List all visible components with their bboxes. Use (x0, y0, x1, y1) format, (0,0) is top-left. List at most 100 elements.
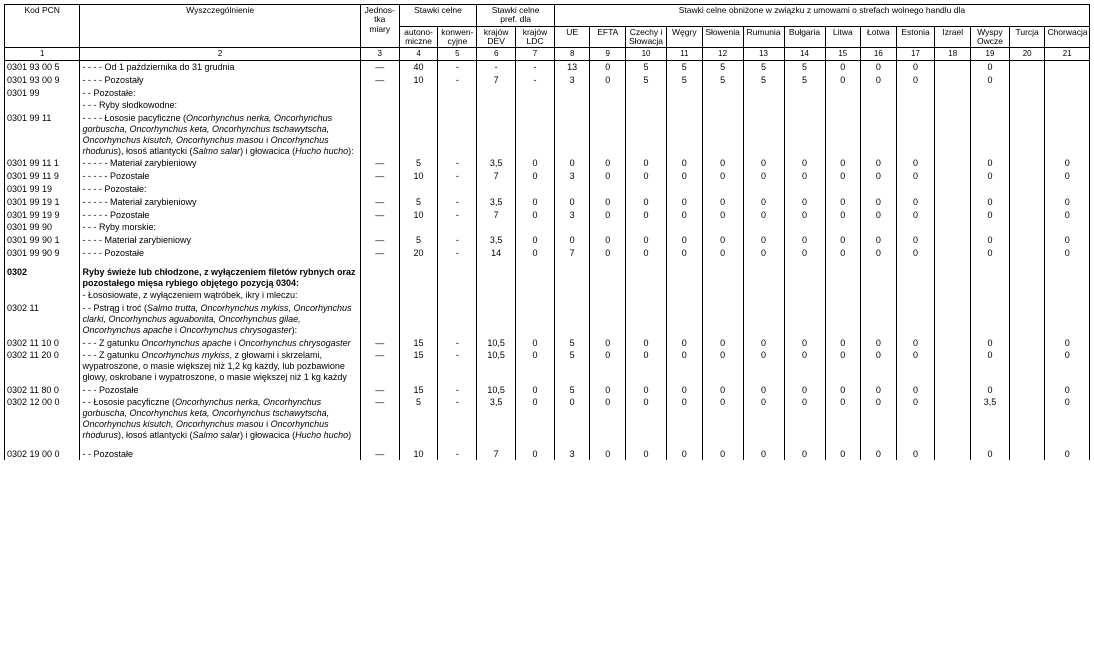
cell-value (590, 266, 626, 290)
cell-unit: — (360, 384, 399, 397)
cell-value: - (438, 384, 477, 397)
cell-value (702, 87, 743, 100)
cell-value: 0 (971, 196, 1010, 209)
cell-unit: — (360, 234, 399, 247)
cell-value (516, 289, 555, 302)
cell-value: 0 (743, 196, 784, 209)
cell-code: 0301 99 19 1 (5, 196, 80, 209)
col-num: 15 (825, 48, 861, 61)
cell-value (1045, 266, 1090, 290)
cell-unit: — (360, 170, 399, 183)
cell-value (825, 183, 861, 196)
cell-value: 0 (590, 349, 626, 383)
table-row: 0302 19 00 0- - Pozostałe—10-70300000000… (5, 448, 1090, 461)
cell-value (438, 99, 477, 112)
cell-code: 0301 99 (5, 87, 80, 100)
col-rumunia: Rumunia (743, 26, 784, 48)
cell-unit: — (360, 157, 399, 170)
cell-value (861, 289, 897, 302)
col-turcja: Turcja (1009, 26, 1045, 48)
cell-value (590, 302, 626, 336)
cell-value: - (438, 337, 477, 350)
cell-value: 0 (971, 247, 1010, 260)
col-izrael: Izrael (935, 26, 971, 48)
cell-value (667, 99, 703, 112)
cell-value: 0 (971, 234, 1010, 247)
cell-value (554, 112, 590, 157)
cell-value: 0 (743, 384, 784, 397)
cell-desc: - - - - - Materiał zarybieniowy (80, 196, 360, 209)
cell-value (626, 289, 667, 302)
cell-value (896, 266, 935, 290)
cell-value (516, 302, 555, 336)
cell-value: 0 (626, 396, 667, 441)
table-row: 0301 99 90- - - Ryby morskie: (5, 221, 1090, 234)
cell-value (1009, 74, 1045, 87)
col-num: 20 (1009, 48, 1045, 61)
cell-value (1045, 99, 1090, 112)
cell-value: 0 (1045, 170, 1090, 183)
cell-value: 0 (590, 396, 626, 441)
cell-value (477, 87, 516, 100)
cell-value (743, 99, 784, 112)
cell-value (935, 99, 971, 112)
cell-value: 0 (516, 234, 555, 247)
cell-value: 7 (477, 74, 516, 87)
col-num: 12 (702, 48, 743, 61)
cell-value: 0 (784, 448, 825, 461)
cell-value (743, 289, 784, 302)
cell-value: 0 (702, 247, 743, 260)
cell-value: 0 (554, 396, 590, 441)
cell-value: 0 (667, 234, 703, 247)
cell-value (590, 221, 626, 234)
col-num: 1 (5, 48, 80, 61)
cell-value (516, 183, 555, 196)
cell-value: 0 (825, 349, 861, 383)
cell-value: 5 (667, 60, 703, 73)
col-estonia: Estonia (896, 26, 935, 48)
cell-value (399, 266, 438, 290)
cell-value: 0 (702, 170, 743, 183)
cell-value: 5 (626, 60, 667, 73)
cell-value: 40 (399, 60, 438, 73)
cell-code: 0301 99 11 1 (5, 157, 80, 170)
cell-value: 0 (896, 337, 935, 350)
cell-value (1009, 157, 1045, 170)
cell-value: 0 (825, 209, 861, 222)
cell-value (554, 87, 590, 100)
col-num: 13 (743, 48, 784, 61)
cell-value: 0 (667, 448, 703, 461)
cell-value (438, 266, 477, 290)
cell-unit: — (360, 196, 399, 209)
col-lotwa: Łotwa (861, 26, 897, 48)
col-num: 3 (360, 48, 399, 61)
cell-value (438, 289, 477, 302)
cell-value (971, 99, 1010, 112)
cell-value: 0 (626, 337, 667, 350)
cell-value: 0 (702, 209, 743, 222)
cell-value: 0 (554, 196, 590, 209)
cell-value: 0 (702, 196, 743, 209)
cell-value (626, 99, 667, 112)
cell-value: 3 (554, 209, 590, 222)
cell-value: 0 (590, 209, 626, 222)
cell-value (861, 183, 897, 196)
cell-value (935, 112, 971, 157)
cell-value: 10 (399, 448, 438, 461)
cell-value: 0 (702, 448, 743, 461)
cell-value: 0 (516, 157, 555, 170)
cell-unit: — (360, 448, 399, 461)
cell-value (477, 221, 516, 234)
cell-value (935, 302, 971, 336)
cell-value (896, 87, 935, 100)
cell-value: 0 (626, 384, 667, 397)
table-row: 0301 99 11 1- - - - - Materiał zarybieni… (5, 157, 1090, 170)
cell-code (5, 99, 80, 112)
cell-value (825, 266, 861, 290)
cell-unit: — (360, 337, 399, 350)
cell-value (935, 87, 971, 100)
cell-value: 0 (896, 196, 935, 209)
cell-value: 0 (1045, 234, 1090, 247)
col-konwen: konwen-cyjne (438, 26, 477, 48)
cell-value: 0 (667, 247, 703, 260)
